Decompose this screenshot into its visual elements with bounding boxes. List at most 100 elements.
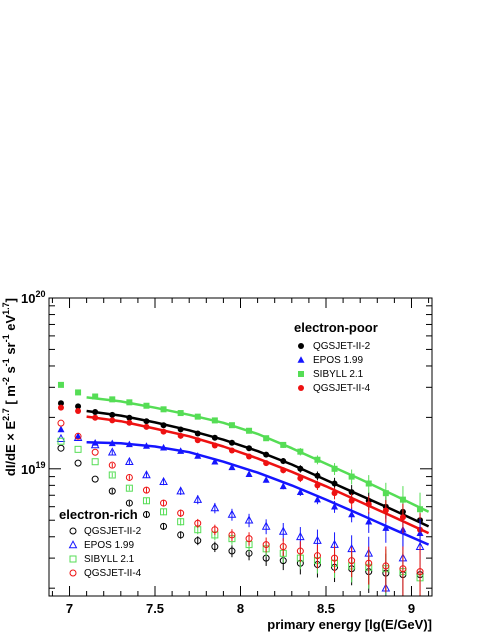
data-point [194,430,201,437]
data-point [280,458,287,465]
data-point [142,511,150,519]
fit-curves [86,396,430,546]
fit-line [86,396,430,513]
data-point [382,490,389,497]
data-point [280,441,287,448]
data-point [143,418,150,425]
data-point [313,495,321,503]
data-point [194,413,201,420]
x-tick-labels: 7 7.5 8 8.5 9 [66,601,415,616]
data-point [177,447,185,454]
legend-label-sibyll: SIBYLL 2.1 [313,369,364,380]
data-point [92,409,99,416]
data-point [90,440,100,449]
legend-label-qgsjet-ii-4-rich: QGSJET-II-4 [84,568,142,579]
data-point [160,443,168,451]
data-point [177,432,184,439]
data-point [382,524,390,531]
data-point [331,490,338,497]
data-point [160,422,167,429]
y-tick-label-1e19: 1019 [21,460,45,477]
data-point [108,461,116,469]
data-point [177,518,185,526]
data-point [108,439,116,447]
data-point [92,414,99,421]
x-axis-title: primary energy [lg(E/GeV)] [267,617,432,632]
legend-poor-markers [297,343,305,391]
data-point [382,507,389,514]
data-point [177,410,184,417]
data-point [280,467,287,474]
data-point [91,448,99,456]
data-point [227,509,237,518]
x-tick-label: 9 [408,601,415,616]
data-point [297,475,304,482]
x-tick-label: 7 [66,601,73,616]
data-point [278,526,288,535]
data-point [399,514,406,521]
data-point [74,459,82,467]
data-point [416,568,424,576]
data-point [313,535,322,544]
data-point [160,508,168,516]
data-point [193,494,203,503]
data-point [142,497,150,505]
data-point [348,510,356,518]
legend-marker [297,356,305,363]
x-tick-label: 8.5 [317,601,335,616]
data-point [211,526,219,534]
data-point [176,486,185,495]
data-point [57,381,64,388]
data-point [296,531,305,541]
legend-marker [69,569,77,577]
data-point [211,434,218,441]
data-point [228,447,235,454]
data-point [210,503,220,512]
data-point [348,497,355,504]
data-point [91,458,99,466]
data-point [159,476,168,486]
y-tick-label-1e20: 1020 [21,289,45,306]
data-point [296,547,304,555]
data-point [57,404,64,411]
data-point [126,414,133,421]
fit-line [86,441,430,546]
plot-frame [48,297,433,597]
data-point [160,522,168,530]
data-point [126,399,133,406]
data-point [73,432,83,442]
legend-label-qgsjet-ii-2: QGSJET-II-2 [313,341,371,352]
data-point [331,465,338,472]
data-point [194,519,202,527]
data-point [348,473,355,480]
data-point [228,547,236,555]
legend-label-sibyll-rich: SIBYLL 2.1 [84,554,135,565]
data-point [245,470,253,477]
data-point [74,432,82,440]
data-point [75,407,82,414]
data-point [57,400,64,407]
data-point [177,509,185,517]
data-point [348,557,356,565]
data-point [194,452,202,459]
data-point [142,470,151,479]
data-point [211,457,219,465]
data-point [263,460,270,467]
data-point [279,543,287,551]
legend-label-qgsjet-ii-4: QGSJET-II-4 [313,383,371,394]
legend-marker [298,385,304,391]
data-point [125,499,133,507]
axis-ticks [49,298,432,596]
data-point [365,480,372,487]
x-tick-label: 8 [237,601,244,616]
data-point [160,499,168,507]
data-point [75,403,82,410]
legend-title-electron-poor: electron-poor [294,320,378,335]
data-point [109,411,116,418]
data-point [331,502,339,510]
data-point [399,496,406,503]
legend-electron-rich: electron-rich QGSJET-II-2 EPOS 1.99 SIBY… [59,507,142,579]
data-point [109,396,116,403]
data-point [57,425,65,433]
